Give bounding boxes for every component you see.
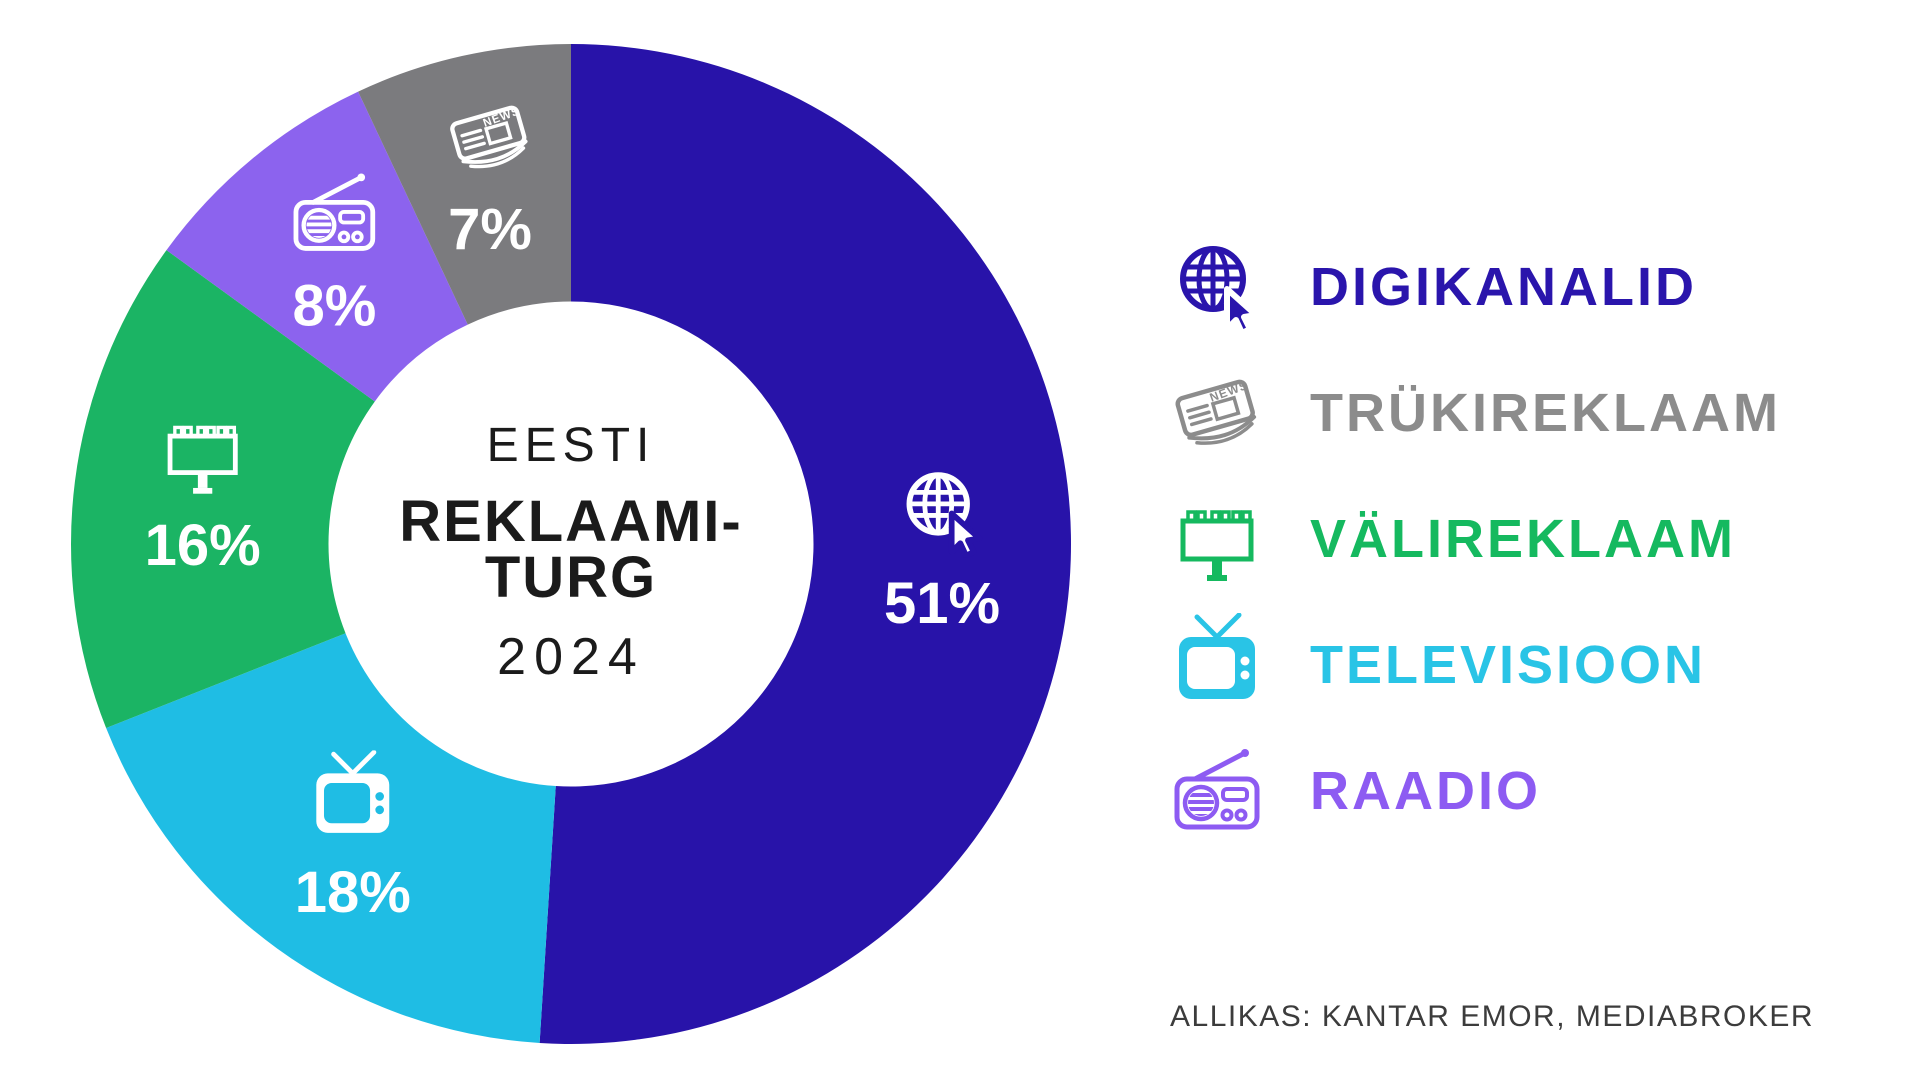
legend-label: TELEVISIOON [1310,635,1707,695]
legend-label: VÄLIREKLAAM [1310,509,1736,569]
legend-item-raadio: RAADIO [1158,728,1781,854]
legend-label: TRÜKIREKLAAM [1310,383,1781,443]
slice-percent-label: 51% [884,571,1000,636]
source-attribution: ALLIKAS: KANTAR EMOR, MEDIABROKER [1170,1000,1815,1033]
slice-callout: 51% [884,475,1000,636]
legend-item-valireklaam: VÄLIREKLAAM [1158,476,1781,602]
slice-callout: 16% [145,427,261,578]
legend: DIGIKANALID TRÜKIREKLAAM VÄLIREKLAAM TEL… [1158,224,1781,854]
slice-televisioon [106,633,556,1044]
radio-icon [1158,739,1280,843]
legend-item-televisioon: TELEVISIOON [1158,602,1781,728]
slice-percent-label: 16% [145,513,261,578]
chart-center-title: EESTI REKLAAMI- TURG 2024 [311,419,831,686]
slice-digikanalid [539,44,1072,1045]
slice-callout: 7% [448,105,532,262]
newspaper-icon [1158,361,1280,465]
slice-callout: 18% [295,752,411,925]
slice-vlireklaam [71,250,375,729]
slice-callout: 8% [292,174,376,338]
tv-icon [1158,613,1280,717]
globe-cursor-icon [1158,235,1280,339]
slice-percent-label: 8% [292,273,376,338]
title-market-1: REKLAAMI- [399,489,743,554]
legend-label: RAADIO [1310,761,1541,821]
billboard-icon [1158,487,1280,591]
legend-item-digikanalid: DIGIKANALID [1158,224,1781,350]
title-country: EESTI [486,419,656,472]
slice-percent-label: 18% [295,860,411,925]
legend-label: DIGIKANALID [1310,257,1697,317]
slice-percent-label: 7% [448,197,532,262]
title-market-2: TURG [484,545,658,610]
title-year: 2024 [497,628,645,686]
legend-item-trukireklaam: TRÜKIREKLAAM [1158,350,1781,476]
